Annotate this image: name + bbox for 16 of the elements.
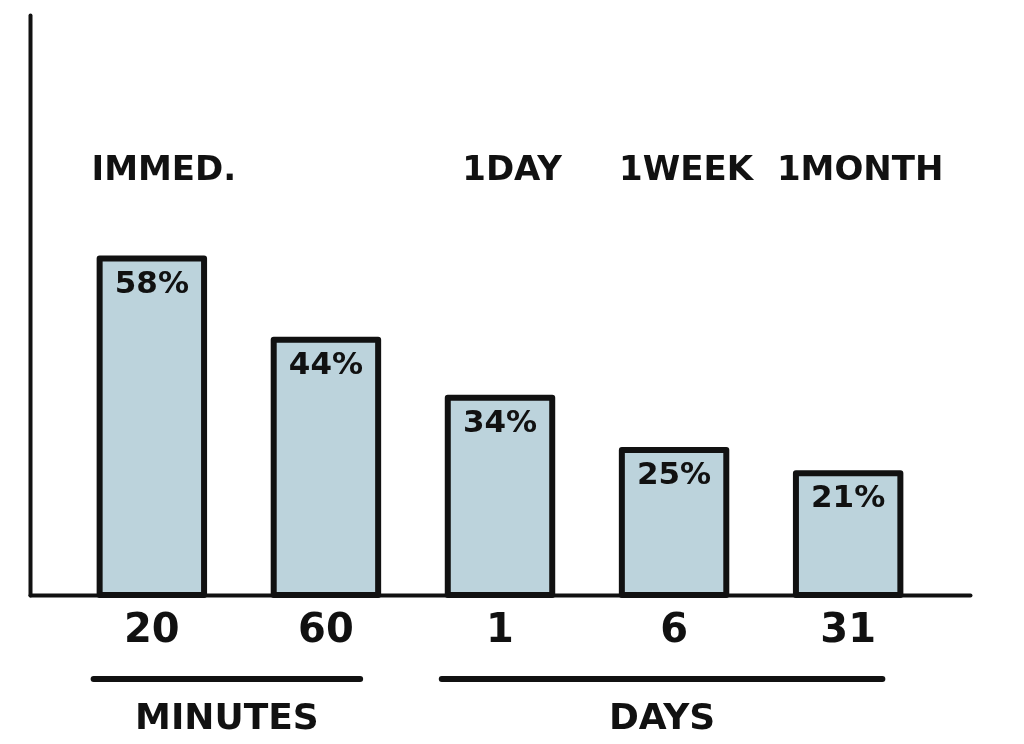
data-label: 25% (636, 455, 712, 491)
x-tick-label: 6 (660, 604, 688, 651)
text: MINUTES (135, 696, 319, 737)
annotation: 1MONTH (776, 148, 944, 188)
x-tick-label: 1 (486, 604, 514, 651)
annotation: 1DAY (462, 148, 563, 188)
x-tick-label: 60 (298, 604, 354, 651)
annotation: IMMED. (91, 148, 237, 188)
text: DAYS (608, 696, 716, 737)
x-tick-label: 20 (124, 604, 180, 651)
data-label: 58% (114, 263, 189, 300)
annotation: 1WEEK (619, 148, 755, 188)
data-label: 34% (462, 402, 538, 439)
data-label: 21% (811, 478, 886, 515)
data-label: 44% (288, 344, 364, 381)
x-tick-label: 31 (820, 604, 876, 651)
